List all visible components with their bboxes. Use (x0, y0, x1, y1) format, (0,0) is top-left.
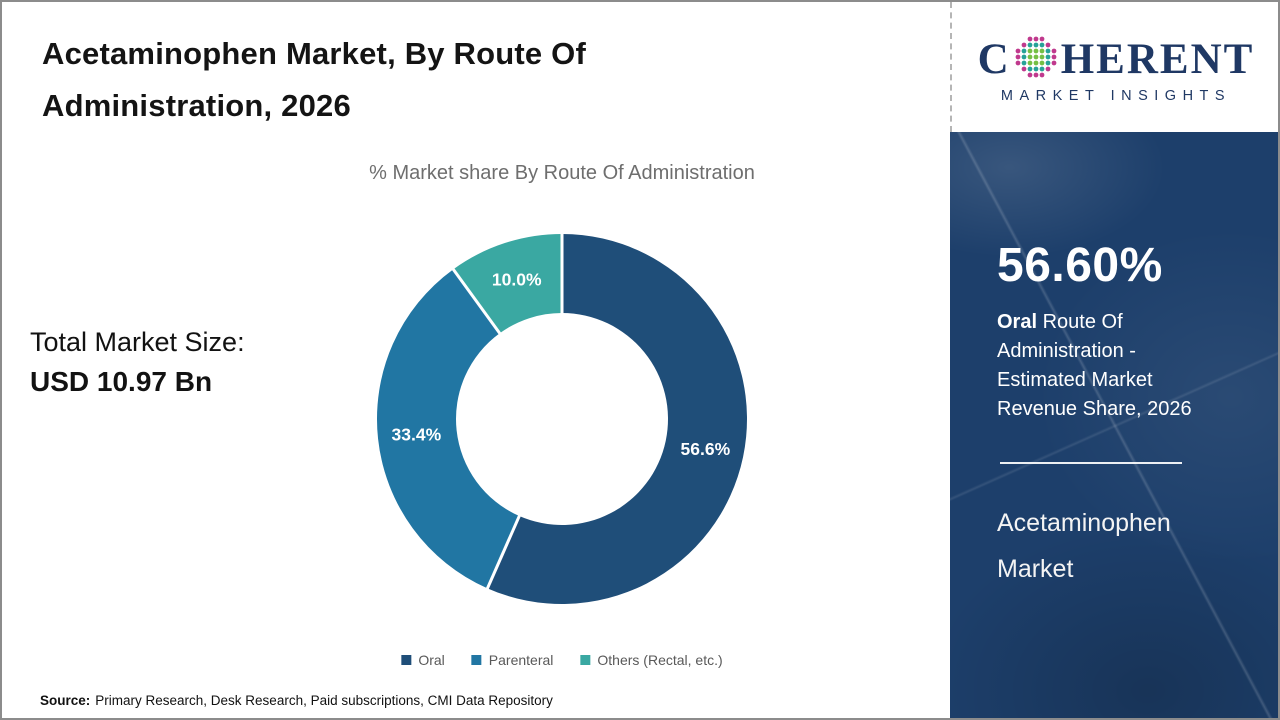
legend-label: Oral (418, 652, 445, 668)
source-text: Primary Research, Desk Research, Paid su… (95, 693, 553, 708)
globe-dot (1039, 60, 1045, 66)
globe-dot (1033, 60, 1039, 66)
legend-item: Others (Rectal, etc.) (580, 652, 723, 668)
logo-wordmark: C HERENT (978, 34, 1255, 84)
globe-dot (1051, 54, 1057, 60)
globe-dot (1033, 66, 1039, 72)
globe-dot (1027, 48, 1033, 54)
globe-dot (1039, 36, 1045, 42)
globe-dot (1045, 48, 1051, 54)
globe-dot (1045, 60, 1051, 66)
globe-dot (1027, 72, 1033, 78)
logo-letter-c: C (977, 35, 1011, 83)
globe-dot (1051, 48, 1057, 54)
globe-dot (1039, 42, 1045, 48)
chart-subtitle: % Market share By Route Of Administratio… (369, 162, 755, 184)
stat-description-bold: Oral (997, 311, 1038, 333)
logo-tagline: MARKET INSIGHTS (1000, 88, 1232, 104)
stat-description-rest: Route Of Administration - Estimated Mark… (997, 311, 1192, 420)
globe-dot (1027, 36, 1033, 42)
globe-dot (1033, 36, 1039, 42)
donut-slice-label: 33.4% (392, 425, 442, 445)
legend-label: Others (Rectal, etc.) (597, 652, 723, 668)
legend-label: Parenteral (488, 652, 554, 668)
total-market-label: Total Market Size: (30, 327, 245, 357)
stat-value: 56.60% (997, 239, 1163, 292)
page-title: Acetaminophen Market, By Route Of Admini… (42, 36, 587, 123)
globe-dot (1039, 66, 1045, 72)
globe-dot (1027, 66, 1033, 72)
donut-slice-label: 10.0% (492, 270, 542, 290)
globe-dot (1033, 48, 1039, 54)
chart-legend: Oral Parenteral Others (Rectal, etc.) (401, 652, 723, 668)
globe-dot (1033, 42, 1039, 48)
donut-slice-oral (487, 234, 747, 604)
source-label: Source: (40, 693, 91, 708)
globe-dot (1045, 66, 1051, 72)
globe-dot (1021, 42, 1027, 48)
globe-dot (1021, 48, 1027, 54)
globe-dot (1033, 54, 1039, 60)
market-name: Acetaminophen Market (997, 509, 1171, 583)
globe-dot (1015, 54, 1021, 60)
globe-dot (1015, 60, 1021, 66)
total-market-size: Total Market Size: USD 10.97 Bn (30, 322, 245, 402)
legend-swatch-icon (401, 655, 412, 665)
globe-dot (1021, 66, 1027, 72)
coherent-logo: C HERENT MARKET INSIGHTS (950, 2, 1278, 132)
legend-item: Oral (401, 652, 445, 668)
globe-dot (1039, 48, 1045, 54)
globe-dot (1045, 54, 1051, 60)
legend-item: Parenteral (471, 652, 554, 668)
donut-chart: 56.6% 33.4% 10.0% (377, 233, 747, 604)
donut-slice-others (453, 234, 562, 334)
stat-description: Oral Route Of Administration - Estimated… (997, 308, 1193, 424)
donut-slice-parenteral (377, 269, 520, 589)
legend-swatch-icon (471, 655, 482, 665)
globe-dot (1051, 60, 1057, 66)
highlight-panel: 56.60% Oral Route Of Administration - Es… (950, 132, 1278, 718)
dotted-globe-icon (1015, 36, 1057, 78)
globe-dot (1045, 42, 1051, 48)
globe-dot (1015, 48, 1021, 54)
slice-separator (485, 513, 522, 590)
globe-dot (1033, 72, 1039, 78)
divider-line (1000, 462, 1182, 464)
donut-slice-label: 56.6% (681, 439, 731, 459)
globe-dot (1021, 54, 1027, 60)
sidebar: C HERENT MARKET INSIGHTS 56.60% Oral Rou… (950, 2, 1278, 718)
globe-dot (1027, 60, 1033, 66)
globe-dot (1039, 72, 1045, 78)
source-note: Source: Primary Research, Desk Research, … (40, 693, 553, 708)
globe-dot (1039, 54, 1045, 60)
globe-dot (1021, 60, 1027, 66)
total-market-value: USD 10.97 Bn (30, 366, 213, 397)
slice-separator (451, 267, 503, 336)
globe-dot (1027, 54, 1033, 60)
logo-letters-rest: HERENT (1060, 35, 1255, 83)
globe-dot (1027, 42, 1033, 48)
legend-swatch-icon (580, 655, 591, 665)
